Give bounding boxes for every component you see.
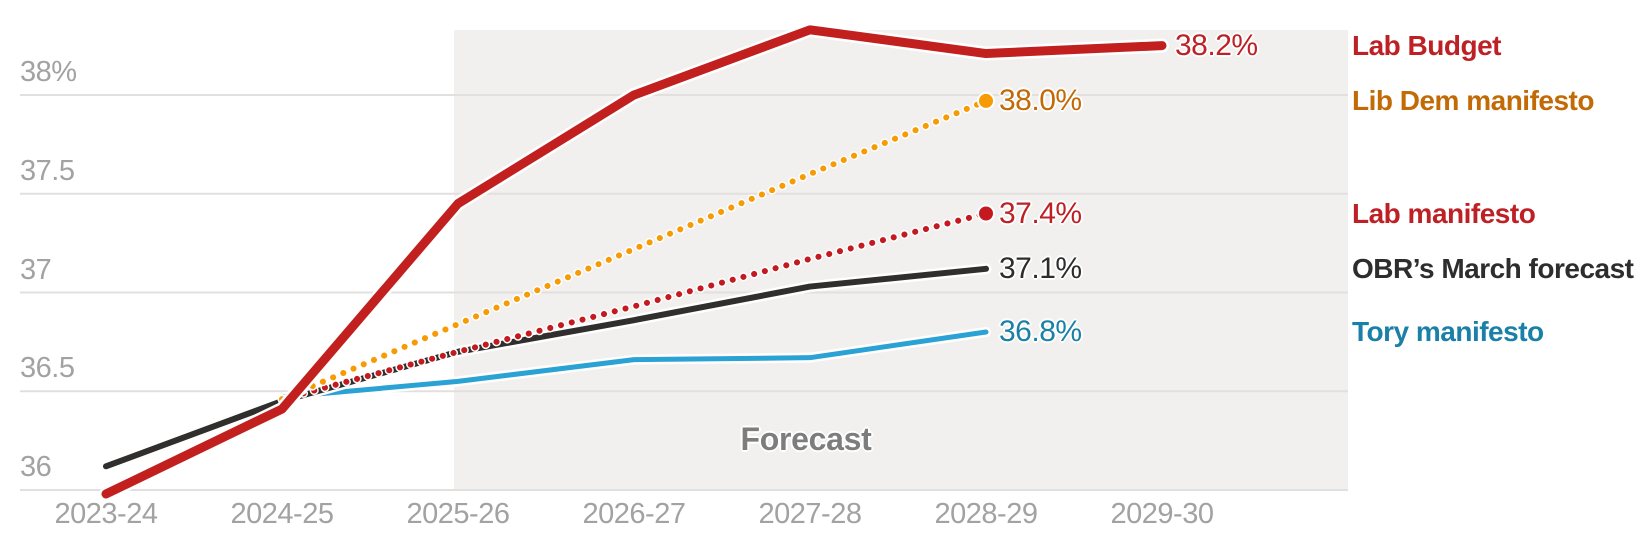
lib-dem-manifesto-legend-label: Lib Dem manifesto bbox=[1352, 84, 1594, 116]
lab-budget-line bbox=[101, 25, 1167, 499]
y-tick-label: 36 bbox=[20, 451, 52, 483]
lab-manifesto-value-label: 37.4% bbox=[999, 196, 1082, 230]
lab-budget-value-label: 38.2% bbox=[1175, 28, 1258, 62]
tory-manifesto-line bbox=[279, 329, 989, 400]
tory-manifesto-value-label: 36.8% bbox=[999, 315, 1082, 348]
obr-march-forecast-legend-label: OBR’s March forecast bbox=[1352, 252, 1634, 284]
y-tick-label: 37 bbox=[20, 253, 52, 286]
x-tick-label: 2029-30 bbox=[1110, 498, 1214, 530]
x-tick-label: 2023-24 bbox=[54, 498, 158, 530]
tory-manifesto-legend-label: Tory manifesto bbox=[1352, 316, 1544, 347]
lab-manifesto-legend-label: Lab manifesto bbox=[1352, 197, 1536, 229]
x-tick-label: 2027-28 bbox=[758, 498, 862, 530]
x-tick-label: 2026-27 bbox=[582, 498, 686, 530]
lab-manifesto-end-marker bbox=[979, 206, 993, 221]
forecast-band bbox=[454, 30, 1348, 489]
obr-march-forecast-line bbox=[103, 265, 989, 470]
obr-march-forecast-value-label: 37.1% bbox=[999, 251, 1082, 285]
x-tick-label: 2025-26 bbox=[406, 498, 510, 530]
x-tick-label: 2024-25 bbox=[230, 498, 334, 530]
x-tick-label: 2028-29 bbox=[934, 498, 1038, 530]
forecast-label: Forecast bbox=[740, 421, 872, 457]
lab-budget-legend-label: Lab Budget bbox=[1352, 29, 1502, 61]
lab-manifesto-line bbox=[279, 210, 989, 403]
y-tick-label: 38% bbox=[20, 56, 77, 88]
y-tick-label: 36.5 bbox=[20, 352, 75, 385]
lib-dem-manifesto-end-marker bbox=[979, 93, 993, 108]
y-tick-label: 37.5 bbox=[20, 154, 75, 187]
lib-dem-manifesto-value-label: 38.0% bbox=[999, 83, 1082, 117]
